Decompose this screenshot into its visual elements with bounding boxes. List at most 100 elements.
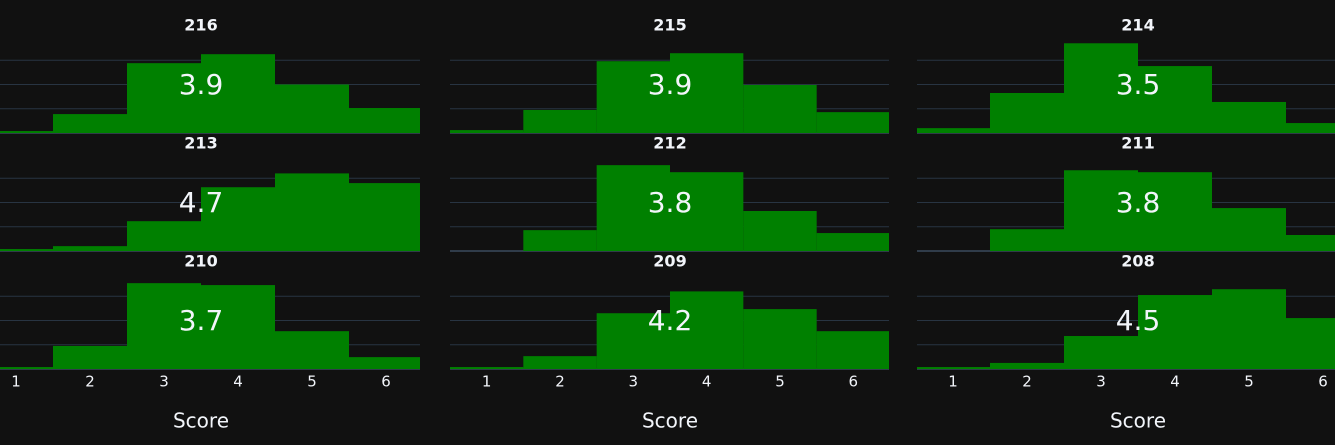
bar [743,84,817,133]
mean-annotation: 3.8 [648,186,693,219]
mean-annotation: 4.7 [179,186,224,219]
bar [0,131,53,133]
bar [596,61,670,133]
panel-title: 216 [184,16,217,35]
bar [743,309,817,369]
bar [1286,318,1335,369]
x-tick-label: 5 [307,373,317,391]
x-tick-label: 6 [849,373,859,391]
x-axis-label: Score [173,409,229,433]
mean-annotation: 3.8 [1116,186,1161,219]
bar [670,53,744,133]
bar [201,285,275,369]
bar [670,172,744,251]
bar [816,112,889,133]
x-tick-label: 6 [381,373,391,391]
bar [450,130,524,133]
bar [349,357,420,369]
x-tick-label: 1 [11,373,21,391]
mean-annotation: 3.5 [1116,68,1161,101]
panel: 209 4.2 1 2 3 4 5 6 Score [450,252,889,433]
x-tick-label: 5 [775,373,785,391]
bar [917,367,990,369]
bar [917,128,990,133]
x-tick-label: 6 [1318,373,1328,391]
bar [1064,43,1138,133]
bar [523,356,597,369]
x-tick-label: 3 [1096,373,1106,391]
panel-title: 208 [1121,252,1154,271]
bar [523,109,597,133]
bar [450,367,524,369]
panel-title: 210 [184,252,217,271]
x-tick-label: 4 [702,373,712,391]
bar [596,313,670,369]
bar [349,183,420,251]
panel: 212 3.8 [450,134,889,252]
bar [201,187,275,251]
bar [1138,295,1212,369]
bar [275,84,349,133]
bar [0,249,53,251]
bar [816,331,889,369]
bar [1064,170,1138,251]
x-tick-label: 2 [1022,373,1032,391]
bar [990,92,1064,133]
x-axis-label: Score [642,409,698,433]
x-tick-label: 3 [629,373,639,391]
x-tick-label: 1 [482,373,492,391]
panel: 210 3.7 1 2 3 4 5 6 Score [0,252,420,433]
x-tick-label: 4 [233,373,243,391]
x-tick-label: 2 [85,373,95,391]
bar [1138,66,1212,133]
x-tick-label: 2 [555,373,565,391]
panel-title: 213 [184,134,217,153]
bar [0,367,53,369]
bar [596,165,670,251]
bar [990,229,1064,251]
x-tick-label: 5 [1244,373,1254,391]
bar [670,291,744,369]
mean-annotation: 3.7 [179,304,224,337]
panel-title: 212 [653,134,686,153]
x-tick-label: 3 [159,373,169,391]
mean-annotation: 4.5 [1116,304,1161,337]
bar [1212,289,1286,369]
mean-annotation: 3.9 [648,68,693,101]
bar [1138,172,1212,251]
bar [1286,234,1335,251]
bar [743,210,817,251]
bar [1064,336,1138,369]
bar [523,230,597,251]
bar [275,173,349,251]
mean-annotation: 3.9 [179,68,224,101]
mean-annotation: 4.2 [648,304,693,337]
bar [53,114,127,133]
panel: 211 3.8 [917,134,1335,252]
bar [53,345,127,369]
x-tick-label: 4 [1170,373,1180,391]
bar [53,246,127,251]
panel: 208 4.5 1 2 3 4 5 6 Score [917,252,1335,433]
panel: 216 3.9 [0,16,420,134]
bar [201,54,275,133]
panel-title: 209 [653,252,686,271]
x-tick-label: 1 [948,373,958,391]
bar [275,331,349,369]
panel-title: 214 [1121,16,1154,35]
bar [1212,101,1286,133]
bar [127,63,201,133]
panel: 214 3.5 [917,16,1335,134]
bar [1212,208,1286,251]
x-axis-label: Score [1110,409,1166,433]
panel-title: 215 [653,16,686,35]
bar [349,108,420,133]
bar [127,283,201,369]
panel: 215 3.9 [450,16,889,134]
bar [1286,123,1335,133]
bar [990,362,1064,369]
panel-title: 211 [1121,134,1154,153]
bar [127,221,201,251]
